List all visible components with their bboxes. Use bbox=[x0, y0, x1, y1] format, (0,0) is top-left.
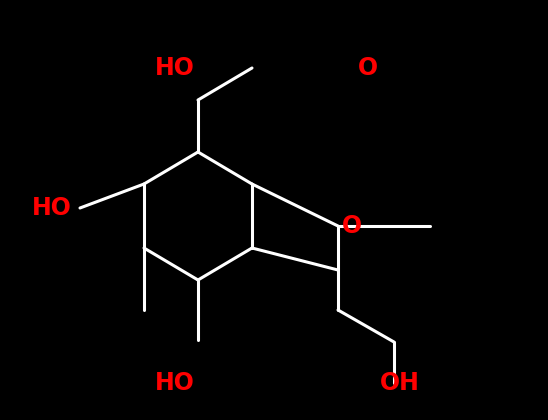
Text: O: O bbox=[342, 214, 362, 238]
Text: HO: HO bbox=[155, 371, 195, 395]
Text: HO: HO bbox=[32, 196, 72, 220]
Text: HO: HO bbox=[155, 56, 195, 80]
Text: O: O bbox=[358, 56, 378, 80]
Text: OH: OH bbox=[380, 371, 420, 395]
